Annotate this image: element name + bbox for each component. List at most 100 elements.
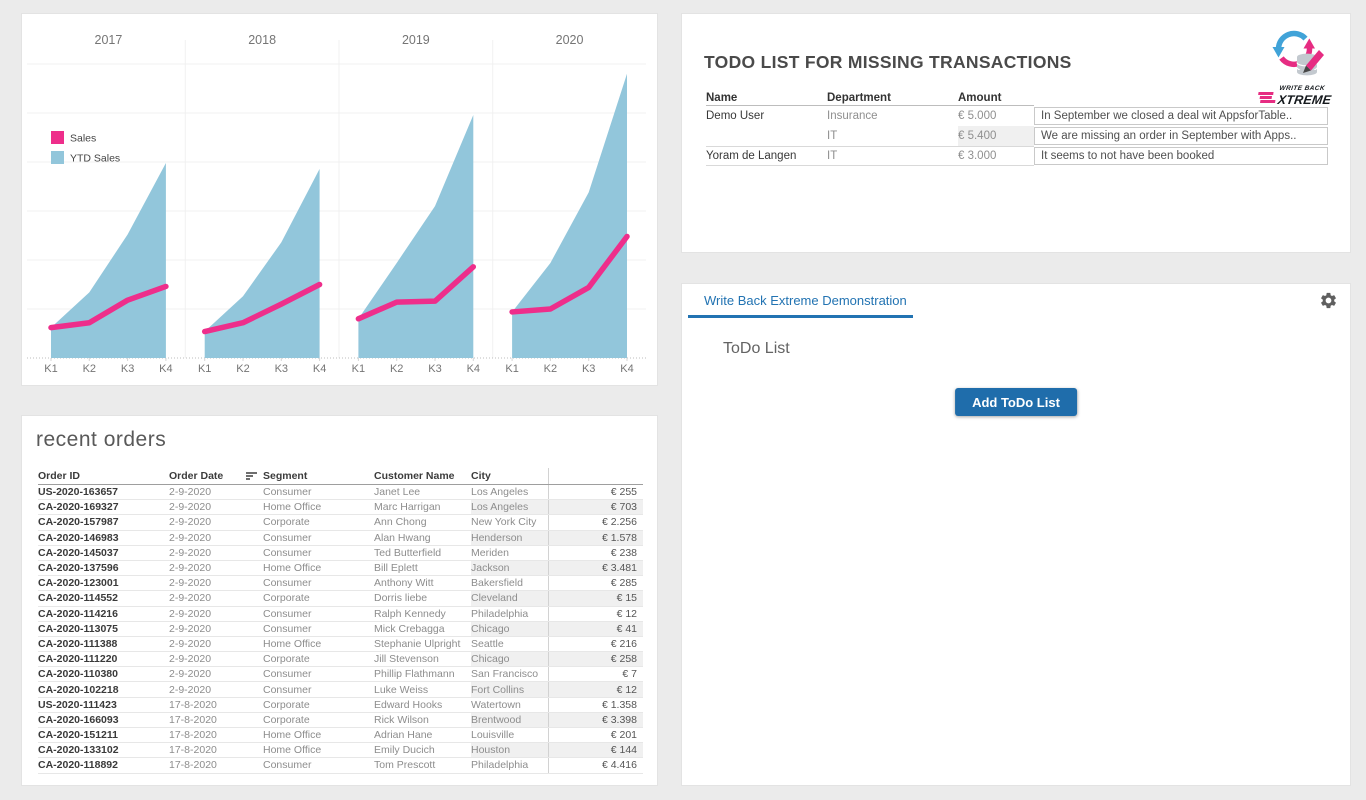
- orders-header-row: Order ID Order Date Segment Customer Name Ci…: [38, 468, 643, 485]
- segment-cell: Consumer: [263, 759, 312, 772]
- amount-cell: € 255: [548, 485, 643, 500]
- table-row[interactable]: CA-2020-114552 2-9-2020 Corporate Dorris li…: [38, 591, 643, 607]
- year-label: 2019: [402, 33, 430, 47]
- sales-line-2020[interactable]: [509, 233, 630, 315]
- legend-label[interactable]: YTD Sales: [70, 153, 120, 165]
- column-header-order-id[interactable]: Order ID: [38, 470, 81, 482]
- city-cell: Cleveland: [471, 591, 548, 606]
- sales-line-2019[interactable]: [355, 264, 477, 322]
- customer-name-cell: Stephanie Ulpright: [374, 637, 461, 650]
- sales-line-2017[interactable]: [48, 283, 169, 331]
- city-cell: Meriden: [471, 546, 509, 559]
- legend-swatch[interactable]: [51, 131, 64, 144]
- column-header-city[interactable]: City: [471, 470, 491, 482]
- city-cell: Henderson: [471, 530, 548, 545]
- gear-icon[interactable]: [1319, 291, 1338, 310]
- order-id-cell: CA-2020-145037: [38, 546, 119, 559]
- city-cell: Los Angeles: [471, 500, 548, 515]
- order-date-cell: 2-9-2020: [169, 531, 212, 544]
- order-date-cell: 17-8-2020: [169, 698, 217, 711]
- table-row[interactable]: CA-2020-118892 17-8-2020 Consumer Tom Presc…: [38, 758, 643, 774]
- city-cell: Brentwood: [471, 712, 548, 727]
- city-cell: Los Angeles: [471, 486, 529, 499]
- order-id-cell: CA-2020-157987: [38, 516, 119, 529]
- segment-cell: Corporate: [263, 516, 310, 529]
- amount-cell: € 1.578: [548, 530, 643, 545]
- table-row[interactable]: US-2020-163657 2-9-2020 Consumer Janet Lee L…: [38, 485, 643, 501]
- order-id-cell: CA-2020-166093: [38, 713, 119, 726]
- customer-name-cell: Mick Crebagga: [374, 622, 445, 635]
- legend-label[interactable]: Sales: [70, 133, 96, 145]
- ytd-sales-area-2019[interactable]: [358, 114, 474, 359]
- sort-descending-icon[interactable]: [246, 471, 257, 481]
- table-row[interactable]: CA-2020-166093 17-8-2020 Corporate Rick Wil…: [38, 712, 643, 728]
- table-row[interactable]: CA-2020-114216 2-9-2020 Consumer Ralph Kenn…: [38, 606, 643, 622]
- comment-cell[interactable]: In September we closed a deal wit Appsfo…: [1034, 107, 1328, 125]
- column-header-order-date[interactable]: Order Date: [169, 468, 263, 484]
- column-header-segment[interactable]: Segment: [263, 470, 308, 482]
- segment-cell: Consumer: [263, 622, 312, 635]
- table-row[interactable]: CA-2020-110380 2-9-2020 Consumer Phillip Fl…: [38, 667, 643, 683]
- amount-cell: € 703: [548, 500, 643, 515]
- city-cell: Watertown: [471, 698, 521, 711]
- table-row[interactable]: CA-2020-145037 2-9-2020 Consumer Ted Butter…: [38, 545, 643, 561]
- amount-cell: € 285: [548, 576, 643, 591]
- city-cell: Jackson: [471, 560, 548, 576]
- table-row[interactable]: CA-2020-111220 2-9-2020 Corporate Jill Stev…: [38, 652, 643, 668]
- comment-cell[interactable]: We are missing an order in September wit…: [1034, 127, 1328, 145]
- order-date-cell: 2-9-2020: [169, 592, 212, 605]
- quarter-label: K4: [467, 363, 480, 375]
- table-row[interactable]: CA-2020-169327 2-9-2020 Home Office Marc Ha…: [38, 500, 643, 516]
- customer-name-cell: Phillip Flathmann: [374, 668, 455, 681]
- comment-cell[interactable]: It seems to not have been booked: [1034, 147, 1328, 165]
- amount-cell: € 12: [548, 682, 643, 697]
- column-header[interactable]: Name: [706, 91, 738, 104]
- amount-cell: € 201: [548, 728, 643, 743]
- add-todo-list-button[interactable]: Add ToDo List: [955, 388, 1077, 416]
- ytd-sales-area-2018[interactable]: [204, 168, 320, 358]
- amount-cell: € 2.256: [548, 515, 643, 530]
- city-cell: Philadelphia: [471, 607, 529, 620]
- amount-cell: € 5.000: [958, 110, 997, 122]
- table-row[interactable]: CA-2020-111388 2-9-2020 Home Office Stephan…: [38, 636, 643, 653]
- customer-name-cell: Bill Eplett: [374, 562, 418, 575]
- table-row[interactable]: CA-2020-151211 17-8-2020 Home Office Adrian…: [38, 728, 643, 744]
- sales-ytd-chart[interactable]: 2017 K1 K2 K3 K4 2018 K1 K2 K3 K4 2019 K1 K2 K3 K4 2020…: [22, 14, 657, 385]
- customer-name-cell: Alan Hwang: [374, 531, 431, 544]
- table-row[interactable]: CA-2020-133102 17-8-2020 Home Office Emily …: [38, 743, 643, 759]
- customer-name-cell: Ted Butterfield: [374, 546, 442, 559]
- name-cell: [706, 126, 827, 146]
- sales-line-2018[interactable]: [201, 281, 323, 335]
- recent-orders-card: recent orders Order ID Order Date Segment C…: [21, 415, 658, 786]
- table-row[interactable]: IT € 5.400 We are missing an order in Sept…: [706, 126, 1328, 146]
- amount-cell: € 5.400: [958, 126, 1034, 146]
- legend-swatch[interactable]: [51, 151, 64, 164]
- tab-write-back-extreme-demonstration[interactable]: Write Back Extreme Demonstration: [704, 293, 907, 308]
- quarter-label: K2: [390, 363, 403, 375]
- name-cell: Yoram de Langen: [706, 150, 797, 162]
- table-row[interactable]: US-2020-111423 17-8-2020 Corporate Edward H…: [38, 697, 643, 713]
- ytd-sales-area-2020[interactable]: [512, 73, 627, 359]
- column-header[interactable]: Amount: [958, 91, 1002, 104]
- amount-cell: € 41: [548, 621, 643, 636]
- column-header-customer-name[interactable]: Customer Name: [374, 470, 455, 482]
- order-date-cell: 2-9-2020: [169, 562, 212, 575]
- table-row[interactable]: Yoram de Langen IT € 3.000 It seems to not …: [706, 146, 1328, 166]
- table-row[interactable]: CA-2020-137596 2-9-2020 Home Office Bill Ep…: [38, 560, 643, 577]
- order-id-cell: CA-2020-137596: [38, 562, 119, 575]
- table-row[interactable]: Demo User Insurance € 5.000 In September we…: [706, 106, 1328, 126]
- order-date-cell: 17-8-2020: [169, 744, 217, 757]
- table-row[interactable]: CA-2020-157987 2-9-2020 Corporate Ann Chong…: [38, 515, 643, 531]
- amount-cell: € 12: [548, 606, 643, 621]
- order-id-cell: CA-2020-118892: [38, 759, 118, 772]
- table-row[interactable]: CA-2020-146983 2-9-2020 Consumer Alan Hwang…: [38, 530, 643, 546]
- column-header[interactable]: Department: [827, 91, 891, 104]
- table-row[interactable]: CA-2020-102218 2-9-2020 Consumer Luke Weiss…: [38, 682, 643, 698]
- segment-cell: Consumer: [263, 486, 312, 499]
- ytd-sales-area-2017[interactable]: [51, 162, 166, 358]
- table-row[interactable]: CA-2020-123001 2-9-2020 Consumer Anthony Wi…: [38, 576, 643, 592]
- order-id-cell: CA-2020-151211: [38, 729, 118, 742]
- city-cell: New York City: [471, 516, 537, 529]
- quarter-label: K3: [582, 363, 595, 375]
- table-row[interactable]: CA-2020-113075 2-9-2020 Consumer Mick Creba…: [38, 621, 643, 637]
